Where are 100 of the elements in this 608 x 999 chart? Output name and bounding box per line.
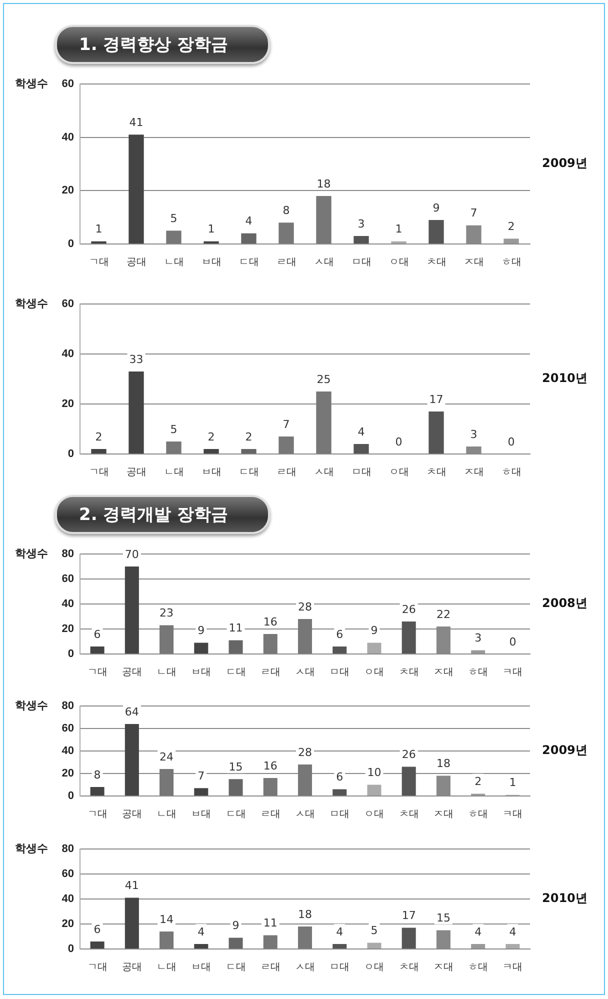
x-tick-label: ㄱ대 [87,808,108,820]
y-tick-label: 40 [62,598,74,610]
data-label: 9 [432,201,440,214]
data-label: 64 [124,705,139,718]
y-tick-label: 0 [68,448,74,460]
data-label: 2 [245,430,252,444]
bar [367,942,382,948]
data-label: 4 [245,214,252,228]
bar [160,769,174,796]
data-label: 7 [198,769,205,782]
x-tick-label: ㅊ대 [398,962,419,973]
x-tick-label: ㅊ대 [426,466,446,478]
y-tick-label: 60 [62,298,74,310]
bar [166,442,182,454]
bar [332,944,347,948]
bar [160,625,174,654]
text: 2010년 [542,371,588,386]
x-tick-label: ㄷ대 [226,666,246,678]
x-tick-label: ㄹ대 [260,808,280,820]
bar [263,778,278,796]
bar [316,392,332,454]
data-label: 3 [358,217,365,230]
y-tick-label: 0 [68,943,74,956]
bar [402,766,416,796]
y-tick-label: 40 [62,348,74,360]
data-label: 10 [367,766,382,780]
data-label: 6 [336,770,344,784]
data-label: 24 [160,750,174,764]
x-tick-label: ㅁ대 [351,466,372,478]
x-tick-label: ㅎ대 [501,466,522,478]
x-tick-label: 공대 [122,808,142,820]
bar [204,449,219,454]
x-tick-label: ㄱ대 [88,466,109,478]
text: 2010년 [542,891,588,906]
bar [90,942,104,948]
data-label: 5 [170,212,178,226]
bar [228,640,243,654]
bar [402,928,416,948]
data-label: 7 [470,206,478,220]
data-label: 25 [316,372,331,386]
x-tick-label: ㅊ대 [426,256,446,268]
x-tick-label: ㅇ대 [364,666,384,678]
y-tick-label: 80 [62,843,74,856]
x-tick-label: ㄷ대 [238,466,259,478]
x-tick-label: ㅊ대 [398,808,419,820]
y-tick-label: 40 [62,745,74,758]
text: 2008년 [542,596,588,610]
data-label: 9 [198,624,205,638]
bar [506,944,520,948]
y-tick-label: 20 [62,918,74,930]
data-label: 1 [95,222,102,236]
x-tick-label: ㅎ대 [501,256,522,268]
bar [354,444,369,454]
y-axis-title: 학생수 [15,296,48,310]
data-label: 0 [508,435,515,448]
chart-title: 1. 경력향상 장학금 [55,25,270,64]
data-label: 2 [208,430,215,444]
data-label: 4 [474,925,482,938]
bar [278,436,294,454]
x-tick-label: ㅂ대 [191,666,212,678]
data-label: 15 [436,912,450,925]
data-label: 6 [94,628,101,641]
data-label: 70 [124,548,139,561]
bar [124,566,139,654]
text: 2009년 [542,156,588,170]
data-label: 5 [170,422,178,436]
data-label: 28 [298,746,312,759]
x-tick-label: ㅋ대 [502,808,523,820]
bar [332,646,347,654]
data-label: 6 [94,922,101,936]
x-tick-label: ㅈ대 [433,962,454,973]
y-tick-label: 60 [62,573,74,586]
data-label: 17 [402,909,416,922]
x-tick-label: ㅈ대 [433,666,454,678]
bar [228,779,243,796]
x-tick-label: ㄹ대 [260,666,280,678]
x-tick-label: 공대 [122,962,142,973]
data-label: 26 [402,748,416,762]
bar [354,236,369,244]
x-tick-label: ㅂ대 [191,808,212,820]
bar [241,449,256,454]
bar [128,372,144,454]
data-label: 26 [402,602,416,616]
bar [332,789,347,796]
x-tick-label: ㄱ대 [87,962,108,973]
bar [194,788,208,796]
x-tick-label: ㅅ대 [314,256,334,268]
y-tick-label: 20 [62,398,74,410]
x-tick-label: ㄴ대 [156,962,177,973]
y-tick-label: 20 [62,184,74,197]
data-label: 41 [129,116,144,130]
x-tick-label: ㄴ대 [156,808,177,820]
x-tick-label: 공대 [126,256,146,268]
bar [91,449,106,454]
x-tick-label: ㅎ대 [468,666,488,678]
x-tick-label: ㅅ대 [295,666,315,678]
y-axis-title: 학생수 [15,698,48,712]
bar [298,619,312,654]
x-tick-label: ㅅ대 [295,962,315,973]
y-tick-label: 40 [62,131,74,144]
